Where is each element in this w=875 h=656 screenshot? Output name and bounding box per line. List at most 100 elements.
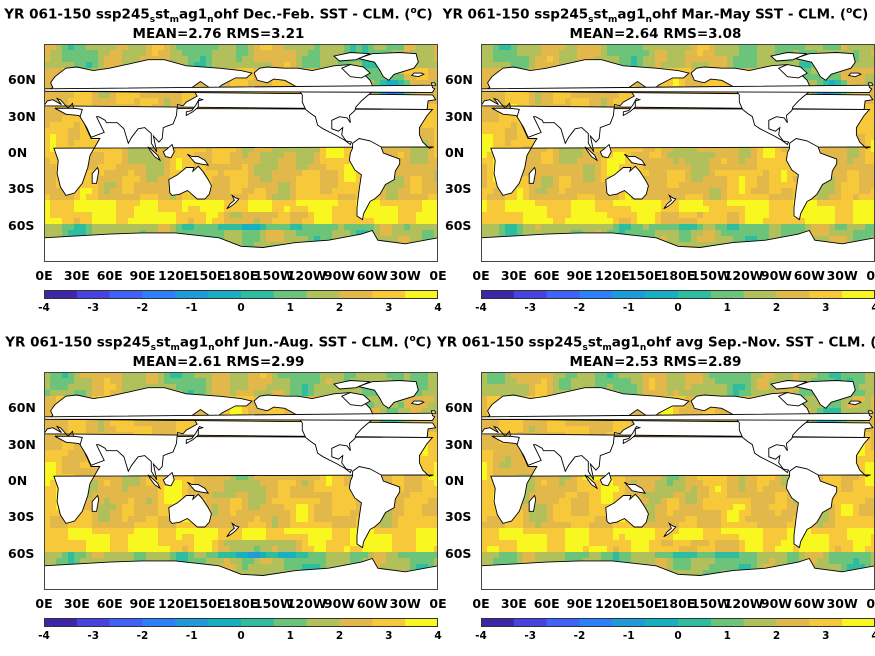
heatmap-cell <box>745 158 752 165</box>
heatmap-cell <box>709 188 716 195</box>
heatmap-cell <box>290 62 297 69</box>
heatmap-cell <box>284 230 291 237</box>
heatmap-cell <box>757 224 764 231</box>
heatmap-cell <box>577 92 584 99</box>
heatmap-cell <box>422 56 429 63</box>
heatmap-cell <box>685 80 692 87</box>
heatmap-cell <box>248 194 255 201</box>
heatmap-cell <box>332 200 339 207</box>
heatmap-cell <box>92 194 99 201</box>
heatmap-cell <box>122 152 129 159</box>
heatmap-cell <box>517 128 524 135</box>
heatmap-cell <box>254 56 261 63</box>
heatmap-cell <box>260 170 267 177</box>
heatmap-cell <box>709 56 716 63</box>
heatmap-cell <box>583 164 590 171</box>
heatmap-cell <box>715 176 722 183</box>
heatmap-cell <box>829 200 836 207</box>
heatmap-cell <box>302 200 309 207</box>
heatmap-cell <box>619 56 626 63</box>
heatmap-cell <box>847 224 854 231</box>
heatmap-cell <box>266 230 273 237</box>
heatmap-cell <box>218 152 225 159</box>
heatmap-cell <box>146 50 153 57</box>
heatmap-cell <box>739 62 746 69</box>
heatmap-cell <box>266 152 273 159</box>
heatmap-cell <box>236 158 243 165</box>
heatmap-cell <box>290 182 297 189</box>
heatmap-cell <box>865 206 872 213</box>
heatmap-cell <box>685 62 692 69</box>
heatmap-cell <box>140 50 147 57</box>
heatmap-cell <box>404 176 411 183</box>
heatmap-cell <box>757 200 764 207</box>
heatmap-cell <box>859 194 866 201</box>
heatmap-cell <box>721 152 728 159</box>
heatmap-cell <box>733 200 740 207</box>
heatmap-cell <box>134 158 141 165</box>
heatmap-cell <box>230 164 237 171</box>
heatmap-cell <box>823 188 830 195</box>
heatmap-cell <box>853 152 860 159</box>
heatmap-cell <box>487 56 494 63</box>
heatmap-cell <box>853 230 860 237</box>
heatmap-cell <box>296 188 303 195</box>
heatmap-cell <box>709 152 716 159</box>
heatmap-cell <box>577 170 584 177</box>
heatmap-cell <box>248 206 255 213</box>
heatmap-cell <box>236 236 243 243</box>
heatmap-cell <box>577 224 584 231</box>
heatmap-cell <box>98 176 105 183</box>
heatmap-cell <box>386 230 393 237</box>
heatmap-cell <box>230 62 237 69</box>
heatmap-cell <box>487 92 494 99</box>
heatmap-cell <box>68 50 75 57</box>
heatmap-cell <box>104 182 111 189</box>
heatmap-cell <box>182 212 189 219</box>
heatmap-cell <box>667 224 674 231</box>
heatmap-cell <box>428 62 435 69</box>
heatmap-cell <box>116 194 123 201</box>
heatmap-cell <box>673 224 680 231</box>
heatmap-cell <box>763 206 770 213</box>
heatmap-cell <box>685 224 692 231</box>
heatmap-cell <box>158 170 165 177</box>
heatmap-cell <box>841 188 848 195</box>
heatmap-cell <box>487 164 494 171</box>
heatmap-cell <box>583 170 590 177</box>
heatmap-cell <box>721 176 728 183</box>
heatmap-cell <box>104 206 111 213</box>
heatmap-cell <box>505 50 512 57</box>
heatmap-cell <box>50 50 57 57</box>
heatmap-cell <box>320 152 327 159</box>
heatmap-cell <box>847 170 854 177</box>
heatmap-cell <box>56 116 63 123</box>
heatmap-cell <box>422 200 429 207</box>
heatmap-cell <box>308 158 315 165</box>
heatmap-cell <box>607 224 614 231</box>
heatmap-cell <box>146 200 153 207</box>
heatmap-cell <box>122 56 129 63</box>
heatmap-cell <box>697 152 704 159</box>
heatmap-cell <box>416 164 423 171</box>
heatmap-cell <box>715 230 722 237</box>
heatmap-cell <box>74 200 81 207</box>
heatmap-cell <box>841 152 848 159</box>
heatmap-cell <box>505 200 512 207</box>
heatmap-cell <box>254 212 261 219</box>
heatmap-cell <box>535 164 542 171</box>
heatmap-cell <box>709 164 716 171</box>
heatmap-cell <box>565 212 572 219</box>
heatmap-cell <box>284 158 291 165</box>
heatmap-cell <box>296 230 303 237</box>
heatmap-cell <box>559 224 566 231</box>
heatmap-cell <box>739 152 746 159</box>
heatmap-cell <box>68 56 75 63</box>
heatmap-cell <box>428 140 435 147</box>
heatmap-cell <box>673 152 680 159</box>
heatmap-cell <box>104 176 111 183</box>
heatmap-cell <box>649 194 656 201</box>
heatmap-cell <box>392 200 399 207</box>
heatmap-cell <box>805 224 812 231</box>
heatmap-cell <box>398 200 405 207</box>
